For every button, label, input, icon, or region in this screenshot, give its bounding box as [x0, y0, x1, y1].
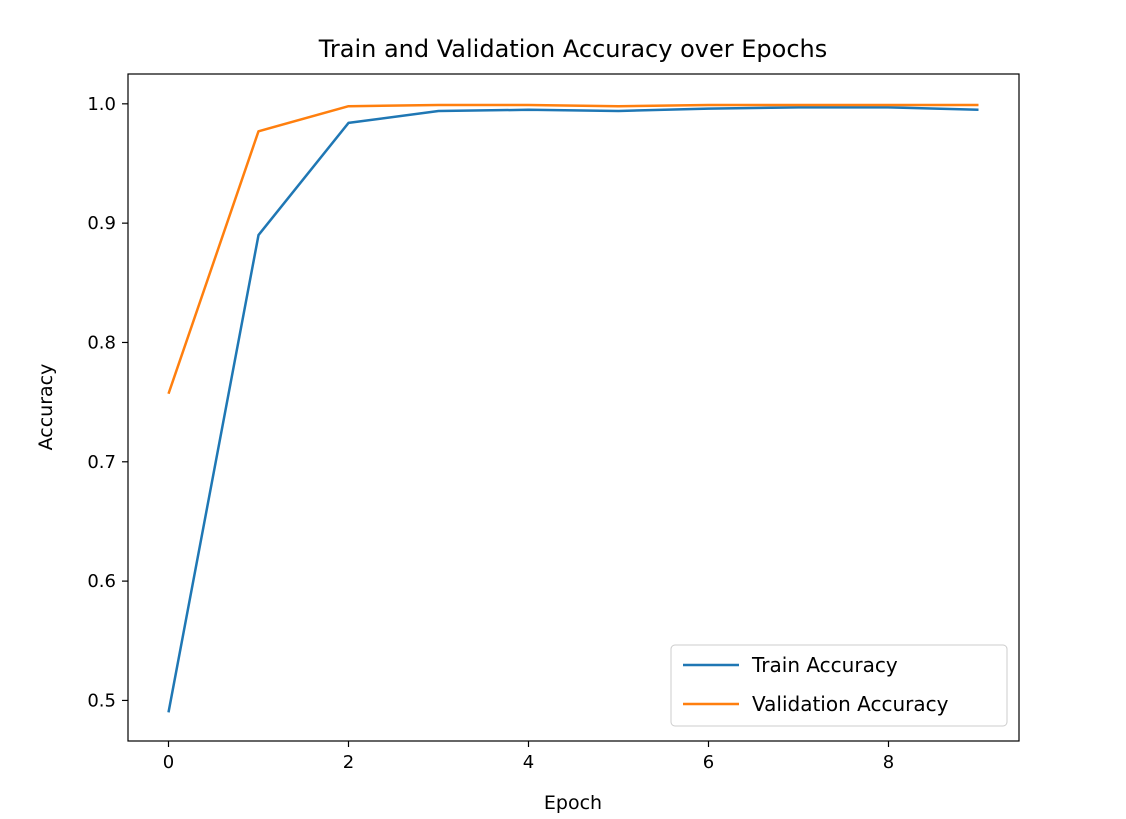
y-tick-label: 0.6 — [87, 571, 116, 592]
axes-frame — [127, 73, 1020, 742]
y-tick-label: 0.9 — [87, 213, 116, 234]
x-tick-label: 6 — [703, 752, 714, 773]
series-lines — [167, 103, 979, 713]
series-line-train — [167, 106, 979, 713]
chart-title: Train and Validation Accuracy over Epoch… — [318, 35, 827, 63]
y-tick-label: 0.8 — [87, 332, 116, 353]
y-axis: 0.5 0.6 0.7 0.8 0.9 1.0 — [87, 94, 128, 711]
x-tick-label: 2 — [343, 752, 354, 773]
x-tick-label: 0 — [163, 752, 174, 773]
x-tick-label: 8 — [883, 752, 894, 773]
legend-frame — [670, 644, 1008, 727]
legend-label-train: Train Accuracy — [751, 653, 898, 677]
plot-area — [127, 73, 1020, 742]
x-axis-label: Epoch — [544, 792, 602, 814]
series-line-validation — [167, 103, 979, 395]
y-tick-label: 0.7 — [87, 452, 116, 473]
legend-label-validation: Validation Accuracy — [752, 692, 949, 716]
x-axis: 0 2 4 6 8 — [163, 741, 894, 773]
legend: Train Accuracy Validation Accuracy — [670, 644, 1008, 727]
y-axis-label: Accuracy — [35, 364, 57, 451]
x-tick-label: 4 — [523, 752, 534, 773]
y-tick-label: 1.0 — [87, 94, 116, 115]
y-tick-label: 0.5 — [87, 690, 116, 711]
